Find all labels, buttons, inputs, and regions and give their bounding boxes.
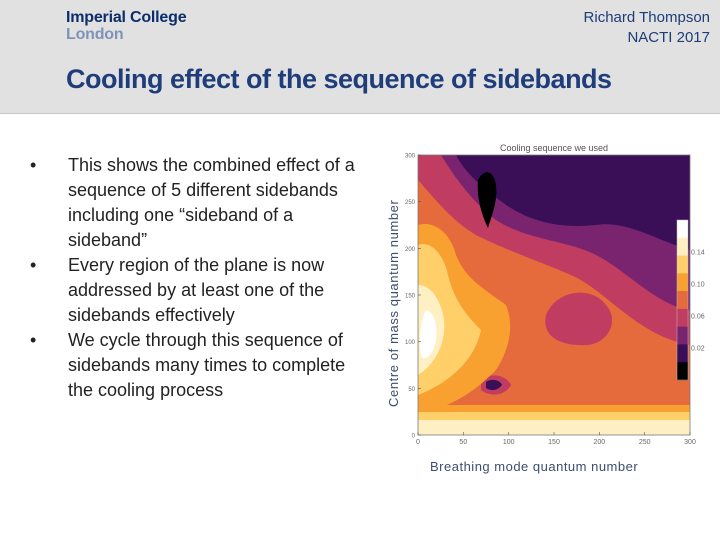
bullet-list: • This shows the combined effect of a seq…	[30, 153, 365, 403]
colorbar-frame	[676, 219, 689, 381]
colorbar-tick-label: 0.14	[691, 250, 705, 257]
bullet-item: • This shows the combined effect of a seq…	[30, 153, 365, 253]
bullet-marker: •	[30, 255, 37, 275]
y-tick-labels: 0 50 100 150 200 250 300	[405, 154, 421, 440]
y-tick-label: 50	[408, 387, 415, 393]
x-tick-labels: 0 50 100 150 200 250 300	[416, 432, 696, 446]
contour-region	[418, 420, 690, 435]
x-tick-label: 250	[639, 439, 651, 446]
y-tick-label: 300	[405, 154, 416, 160]
contour-region	[477, 172, 497, 228]
x-tick-label: 200	[593, 439, 605, 446]
y-tick-label: 250	[405, 200, 416, 206]
x-tick-label: 300	[684, 439, 696, 446]
slide-header: Imperial College London Richard Thompson…	[0, 0, 720, 114]
contour-plot: Cooling sequence we used 0 50 100 150 200 250…	[405, 143, 705, 446]
y-tick-label: 100	[405, 340, 416, 346]
colorbar: 0.14 0.10 0.06 0.02	[676, 219, 705, 381]
y-tick-label: 0	[412, 434, 416, 440]
logo-line-1: Imperial College	[66, 9, 187, 26]
colorbar-swatch	[677, 344, 688, 363]
colorbar-swatch	[677, 291, 688, 310]
bullet-item: • Every region of the plane is now addres…	[30, 253, 365, 328]
bullet-marker: •	[30, 155, 37, 175]
bullet-text: Every region of the plane is now address…	[68, 255, 325, 325]
bullet-item: • We cycle through this sequence of sideb…	[30, 328, 365, 403]
event-name: NACTI 2017	[627, 29, 710, 46]
x-tick-label: 100	[503, 439, 515, 446]
y-tick-label: 150	[405, 294, 416, 300]
imperial-college-logo: Imperial College London	[66, 9, 187, 43]
colorbar-swatch	[677, 326, 688, 345]
colorbar-swatch	[677, 362, 688, 381]
chart-title: Cooling sequence we used	[500, 143, 608, 153]
x-axis-label: Breathing mode quantum number	[430, 459, 639, 474]
contour-region	[545, 292, 613, 346]
x-tick-label: 0	[416, 439, 420, 446]
x-tick-label: 50	[459, 439, 467, 446]
contour-region	[419, 310, 437, 359]
colorbar-tick-label: 0.10	[691, 282, 705, 289]
colorbar-swatch	[677, 220, 688, 239]
colorbar-tick-label: 0.06	[691, 314, 705, 321]
author-block: Richard Thompson NACTI 2017	[584, 8, 710, 48]
colorbar-swatch	[677, 255, 688, 274]
colorbar-swatch	[677, 237, 688, 256]
bullet-marker: •	[30, 330, 37, 350]
colorbar-swatch	[677, 308, 688, 327]
slide-title: Cooling effect of the sequence of sideba…	[66, 64, 612, 94]
author-name: Richard Thompson	[583, 9, 710, 26]
contour-regions	[418, 155, 690, 435]
colorbar-swatch	[677, 273, 688, 292]
bullet-text: We cycle through this sequence of sideba…	[68, 330, 346, 400]
y-tick-label: 200	[405, 247, 416, 253]
logo-line-2: London	[66, 26, 124, 43]
bullet-text: This shows the combined effect of a sequ…	[68, 155, 355, 250]
colorbar-tick-label: 0.02	[691, 346, 705, 353]
x-tick-label: 150	[548, 439, 560, 446]
contour-region	[486, 379, 502, 391]
contour-region	[456, 155, 690, 250]
